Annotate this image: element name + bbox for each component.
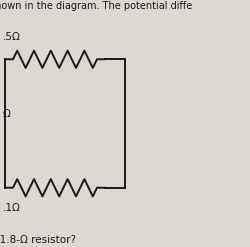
Text: Ω: Ω bbox=[2, 109, 10, 119]
Text: shown in the diagram. The potential diffe: shown in the diagram. The potential diff… bbox=[0, 1, 192, 11]
Text: e 1.8-Ω resistor?: e 1.8-Ω resistor? bbox=[0, 235, 76, 245]
Text: .5Ω: .5Ω bbox=[2, 32, 21, 42]
Text: .1Ω: .1Ω bbox=[2, 203, 21, 212]
